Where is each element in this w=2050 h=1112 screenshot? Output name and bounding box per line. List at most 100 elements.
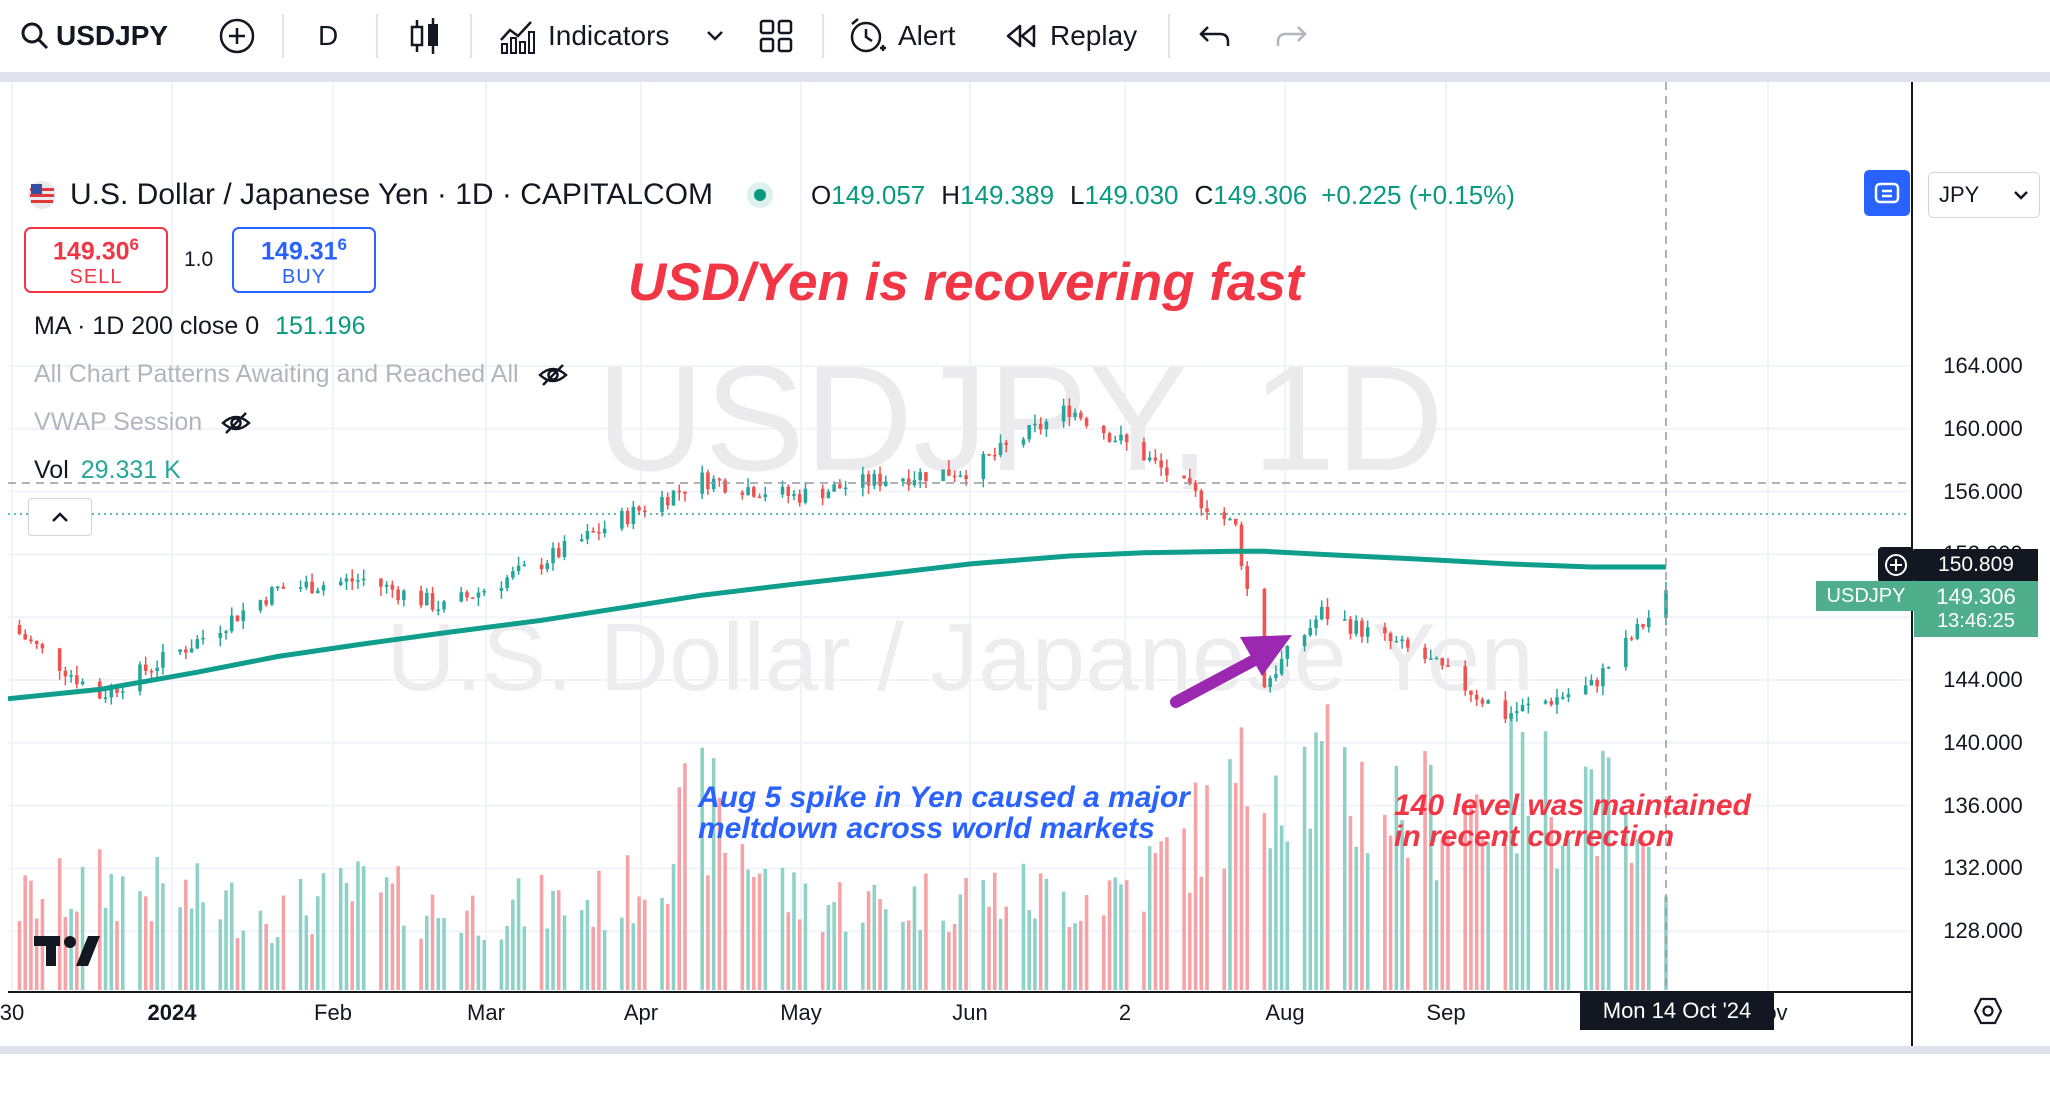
symbol-legend[interactable]: U.S. Dollar / Japanese Yen · 1D · CAPITA… <box>26 178 1515 212</box>
collapse-legend-button[interactable] <box>28 498 92 536</box>
candle-body <box>1165 467 1169 476</box>
order-quantity[interactable]: 1.0 <box>184 248 214 271</box>
candle-body <box>1383 627 1387 634</box>
volume-bar <box>763 868 768 990</box>
indicators-menu-button[interactable] <box>704 0 726 72</box>
volume-bar <box>660 897 664 990</box>
candle-body <box>941 469 945 482</box>
volume-bar <box>80 866 85 990</box>
volume-bar <box>23 875 27 990</box>
toolbar-border <box>0 72 2050 82</box>
volume-bar <box>465 910 469 990</box>
volume-bar <box>952 923 957 990</box>
volume-bar <box>1228 759 1232 990</box>
watermark-description: U.S. Dollar / Japanese Yen <box>386 604 1533 711</box>
replay-button[interactable]: Replay <box>1004 0 1137 72</box>
redo-button[interactable] <box>1274 0 1308 72</box>
volume-bar <box>17 921 22 990</box>
candle-body <box>476 592 481 598</box>
volume-bar <box>1365 853 1370 990</box>
candle-body <box>356 580 360 582</box>
tradingview-logo[interactable] <box>32 930 102 972</box>
volume-bar <box>1021 863 1026 990</box>
candle-body <box>465 592 469 598</box>
headline-annotation[interactable]: USD/Yen is recovering fast <box>628 253 1304 312</box>
volume-bar <box>906 920 911 990</box>
volume-bar <box>1004 906 1009 990</box>
chevron-up-icon <box>52 512 68 522</box>
layout-button[interactable] <box>758 0 794 72</box>
indicators-button[interactable]: Indicators <box>498 0 669 72</box>
add-alert-button[interactable] <box>1878 547 1914 583</box>
candle-body <box>298 587 303 589</box>
candle-body <box>1601 668 1605 687</box>
volume-bar <box>1182 828 1186 990</box>
buy-button[interactable]: 149.316 BUY <box>232 227 376 293</box>
candle-body <box>717 478 722 481</box>
volume-bar <box>1641 840 1645 990</box>
candle-body <box>786 486 791 496</box>
crosshair-price-label: 150.809 <box>1914 549 2038 581</box>
price-tick-label: 140.000 <box>1943 729 2023 755</box>
support-level-annotation[interactable]: 140 level was maintained in recent corre… <box>1394 790 1751 852</box>
candle-body <box>1560 697 1565 699</box>
chart-type-button[interactable] <box>408 0 442 72</box>
volume-bar <box>184 879 188 990</box>
candle-body <box>1406 639 1410 648</box>
volume-bar <box>218 919 223 990</box>
candle-body <box>499 588 504 591</box>
aug-spike-annotation[interactable]: Aug 5 spike in Yen caused a major meltdo… <box>698 782 1190 844</box>
buy-price-pip: 6 <box>337 234 347 254</box>
currency-select[interactable]: JPY <box>1928 172 2040 218</box>
candle-body <box>379 578 383 587</box>
eye-off-icon[interactable] <box>537 361 569 389</box>
price-chart[interactable]: USDJPY, 1D U.S. Dollar / Japanese Yen <box>8 82 2050 1048</box>
candle-body <box>522 564 527 567</box>
market-status-icon[interactable] <box>747 182 774 208</box>
candle-body <box>625 510 630 524</box>
candle-body <box>1342 619 1347 621</box>
watermark-symbol: USDJPY, 1D <box>596 334 1444 502</box>
candle-body <box>1325 606 1330 620</box>
volume-bar <box>1044 878 1049 990</box>
time-tick-label: Mar <box>467 1000 505 1025</box>
volume-bar <box>1515 853 1519 990</box>
volume-bar <box>1302 746 1307 990</box>
candle-body <box>637 506 641 511</box>
candle-body <box>1038 423 1043 430</box>
chart-settings-button[interactable] <box>1964 996 2012 1026</box>
candle-body <box>677 490 682 493</box>
level-note-line2: in recent correction <box>1394 820 1675 853</box>
ma-legend[interactable]: MA · 1D 200 close 0 151.196 <box>34 312 366 341</box>
patterns-legend[interactable]: All Chart Patterns Awaiting and Reached … <box>34 360 569 389</box>
interval-button[interactable]: D <box>318 20 339 51</box>
volume-bar <box>344 882 349 990</box>
volume-bar <box>419 938 423 990</box>
compare-symbol-button[interactable] <box>218 0 256 72</box>
alert-button[interactable]: Alert <box>848 0 956 72</box>
volume-bar <box>786 912 791 990</box>
sell-button[interactable]: 149.306 SELL <box>24 227 168 293</box>
chart-pane[interactable]: USDJPY, 1D U.S. Dollar / Japanese Yen U.… <box>0 82 2050 1112</box>
volume-bar <box>304 915 309 990</box>
volume-bar <box>1153 852 1158 990</box>
volume-legend[interactable]: Vol 29.331 K <box>34 456 181 485</box>
trading-panel-button[interactable] <box>1864 170 1910 216</box>
volume-bar <box>143 896 148 990</box>
candle-body <box>338 581 343 586</box>
volume-bar <box>402 925 406 990</box>
price-axis[interactable] <box>1913 166 2050 1112</box>
volume-bar <box>838 882 842 990</box>
vol-label: Vol <box>34 456 69 484</box>
undo-button[interactable] <box>1198 0 1232 72</box>
candle-body <box>1429 658 1433 660</box>
symbol-search-button[interactable]: USDJPY <box>20 0 168 72</box>
volume-bar <box>516 878 521 990</box>
volume-bar <box>1061 891 1066 990</box>
volume-bar <box>665 903 670 990</box>
volume-bar <box>1142 911 1146 990</box>
vwap-legend[interactable]: VWAP Session <box>34 408 252 437</box>
candle-body <box>780 486 785 495</box>
candle-body <box>665 497 670 506</box>
eye-off-icon[interactable] <box>220 409 252 437</box>
